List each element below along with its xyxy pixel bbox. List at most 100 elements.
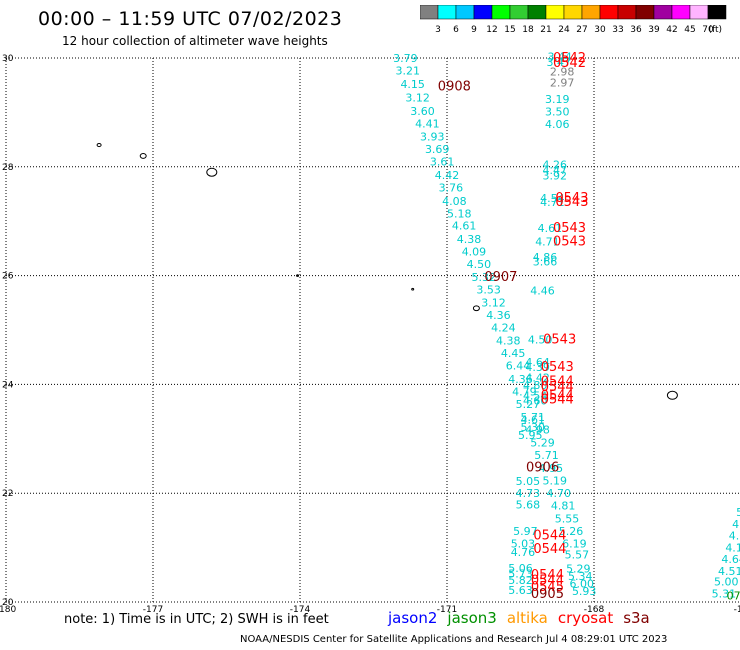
wave-height-label: 5.29 xyxy=(566,563,591,576)
wave-height-label: 4.19 xyxy=(725,541,740,554)
wave-height-label: 6.44 xyxy=(506,360,531,373)
wave-height-label: 4.54 xyxy=(540,192,565,205)
wave-height-label: 5.68 xyxy=(516,498,541,511)
wave-height-label: 0543 xyxy=(553,235,586,250)
colorbar-label: 45 xyxy=(684,25,695,35)
wave-height-label: 3.12 xyxy=(481,297,506,310)
x-tick-label: -16 xyxy=(734,605,740,615)
island-outline xyxy=(296,274,300,277)
wave-height-label: 5.97 xyxy=(513,525,538,538)
wave-height-label: 0542 xyxy=(553,56,586,71)
colorbar-units: (ft) xyxy=(708,25,722,35)
island-outline xyxy=(206,167,218,177)
wave-height-label: 4.51 xyxy=(718,565,740,578)
colorbar-label: 39 xyxy=(648,25,660,35)
wave-height-label: 4.09 xyxy=(462,245,487,258)
y-tick-label: 28 xyxy=(2,163,14,173)
colorbar-swatch xyxy=(635,5,655,20)
x-tick-label: -168 xyxy=(584,605,605,615)
wave-height-label: 5.73 xyxy=(508,568,533,581)
colorbar-label: 6 xyxy=(453,25,459,35)
wave-height-label: 5.71 xyxy=(521,411,546,424)
satellite-legend-item: s3a xyxy=(623,609,650,627)
colorbar-swatch xyxy=(545,5,565,20)
colorbar-swatch xyxy=(473,5,493,20)
colorbar-swatch xyxy=(653,5,673,20)
wave-height-label: 0907 xyxy=(484,270,517,285)
colorbar-label: 70 xyxy=(702,25,714,35)
wave-height-label: 0544 xyxy=(533,528,566,543)
y-tick-label: 22 xyxy=(2,489,13,499)
satellite-legend-item: altika xyxy=(506,609,548,627)
wave-height-label: 5.06 xyxy=(508,562,533,575)
wave-height-label: 5.95 xyxy=(518,429,543,442)
colorbar-label: 24 xyxy=(558,25,570,35)
wave-height-label: 4.38 xyxy=(496,335,521,348)
wave-height-label: 4.38 xyxy=(457,233,482,246)
y-tick-label: 26 xyxy=(2,272,14,282)
page-subtitle: 12 hour collection of altimeter wave hei… xyxy=(62,34,328,48)
wave-height-label: 4.71 xyxy=(540,196,565,209)
wave-height-label: 0543 xyxy=(553,221,586,236)
island-outline xyxy=(472,305,480,312)
colorbar-label: 30 xyxy=(594,25,606,35)
colorbar-label: 3 xyxy=(435,25,441,35)
wave-height-label: 0544 xyxy=(541,392,574,407)
wave-height-label: 5.27 xyxy=(516,398,541,411)
colorbar-swatch xyxy=(689,5,709,20)
x-tick-label: -174 xyxy=(290,605,311,615)
wave-height-label: 4.15 xyxy=(400,78,425,91)
wave-height-label: 6.00 xyxy=(570,577,595,590)
wave-height-label: 5.19 xyxy=(543,474,568,487)
wave-height-label: 3.50 xyxy=(545,106,570,119)
colorbar-swatch xyxy=(420,5,439,20)
wave-height-label: 4.79 xyxy=(512,385,537,398)
wave-height-label: 5.32 xyxy=(472,271,497,284)
wave-height-label: 5.93 xyxy=(572,585,597,598)
colorbar-swatch xyxy=(491,5,511,20)
satellite-legend-item: jason2 xyxy=(388,609,438,627)
wave-height-label: 0905 xyxy=(531,587,564,602)
island-outline xyxy=(666,390,678,400)
x-tick-label: -177 xyxy=(143,605,163,615)
colorbar-label: 9 xyxy=(471,25,477,35)
wave-height-label: 4.24 xyxy=(491,322,516,335)
wave-height-label: 5.30 xyxy=(521,421,546,434)
wave-height-label: 4.86 xyxy=(533,251,558,264)
wave-height-label: 0906 xyxy=(526,460,559,475)
wave-height-label: 4.26 xyxy=(543,158,568,171)
island-outline xyxy=(139,153,147,159)
wave-height-label: 4.42 xyxy=(435,169,460,182)
colorbar-label: 42 xyxy=(666,25,677,35)
colorbar-label: 15 xyxy=(504,25,515,35)
wave-height-label: 5.00 xyxy=(714,576,739,589)
wave-height-label: 4.54 xyxy=(732,518,740,531)
island-outline xyxy=(411,287,415,291)
wave-height-label: 3.92 xyxy=(543,169,568,182)
wave-height-label: 07 xyxy=(727,589,740,602)
wave-height-label: 4.71 xyxy=(535,236,560,249)
wave-height-label: 3.66 xyxy=(533,255,558,268)
wave-height-label: 3.21 xyxy=(396,64,421,77)
wave-height-label: 2.97 xyxy=(550,76,575,89)
wave-height-label: 4.46 xyxy=(530,285,555,298)
wave-height-label: 4.61 xyxy=(538,222,563,235)
wave-height-label: 4.76 xyxy=(511,546,536,559)
wave-height-label: 4.98 xyxy=(525,423,550,436)
x-tick-label: -180 xyxy=(0,605,16,615)
wave-height-label: 5.29 xyxy=(530,436,555,449)
wave-height-label: 4.39 xyxy=(525,361,550,374)
wave-height-label: 3.47 xyxy=(546,56,571,69)
colorbar-swatch xyxy=(527,5,547,20)
wave-height-label: 4.95 xyxy=(539,462,564,475)
y-tick-label: 20 xyxy=(2,598,14,608)
wave-height-label: 4.41 xyxy=(415,118,440,131)
colorbar-label: 36 xyxy=(630,25,642,35)
y-tick-label: 24 xyxy=(2,380,14,390)
wave-height-label: 4.81 xyxy=(551,500,576,513)
wave-height-label: 4.61 xyxy=(452,219,477,232)
island-outline xyxy=(96,142,102,148)
colorbar-swatch xyxy=(581,5,601,20)
wave-height-label: 4.01 xyxy=(729,529,740,542)
